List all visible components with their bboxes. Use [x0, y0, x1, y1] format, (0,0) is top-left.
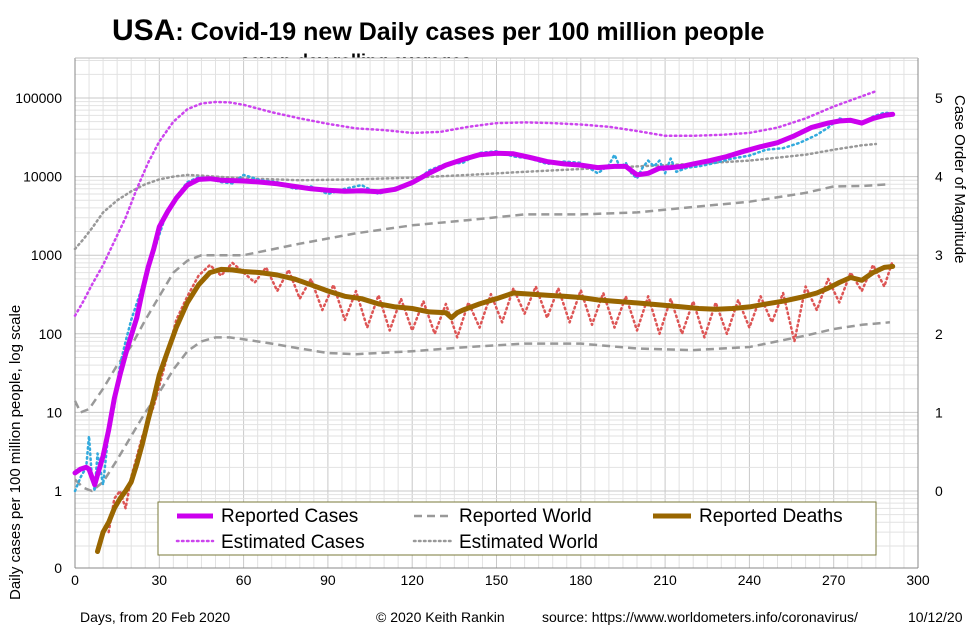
legend-label-reported-deaths: Reported Deaths [699, 506, 843, 527]
y-tick-label: 1000 [31, 247, 62, 263]
x-tick-label: 0 [71, 572, 79, 588]
footer-xlabel: Days, from 20 Feb 2020 [80, 609, 230, 625]
x-tick-label: 120 [401, 572, 425, 588]
legend-label-reported-cases: Reported Cases [221, 506, 358, 527]
y2-axis-label: Case Order of Magnitude [951, 95, 968, 263]
series-line-daily-reported-deaths [107, 259, 894, 534]
y2-tick-labels: 0 1 2 3 4 5 [935, 90, 943, 499]
legend: Reported Cases Reported World Reported D… [157, 501, 877, 556]
footer-credit: © 2020 Keith Rankin [376, 609, 505, 625]
y-tick-label: 100 [39, 326, 63, 342]
series-layer [72, 89, 896, 554]
y-axis-label: Daily cases per 100 million people, log … [7, 305, 24, 600]
x-tick-label: 90 [320, 572, 336, 588]
y-tick-labels: 0 1 10 100 1000 10000 100000 [15, 90, 62, 576]
y2-tick-label: 0 [935, 483, 943, 499]
x-tick-label: 210 [653, 572, 677, 588]
series-line-estimated-deaths [74, 321, 891, 493]
series-line-reported-cases [72, 111, 896, 488]
x-tick-label: 60 [236, 572, 252, 588]
series-line-estimated-cases [73, 89, 878, 317]
x-tick-label: 150 [485, 572, 509, 588]
footer-source: source: https://www.worldometers.info/co… [542, 609, 858, 625]
y-tick-label: 1 [54, 483, 62, 499]
y2-tick-label: 2 [935, 326, 943, 342]
legend-label-reported-world: Reported World [459, 506, 592, 527]
series-line-estimated-world [73, 142, 878, 251]
y2-tick-label: 1 [935, 404, 943, 420]
x-tick-labels: 0 30 60 90 120 150 180 210 240 270 300 [71, 572, 930, 588]
x-tick-label: 240 [738, 572, 762, 588]
y-tick-label: 0 [54, 560, 62, 576]
legend-label-estimated-world: Estimated World [459, 532, 598, 553]
y-tick-label: 10 [46, 404, 62, 420]
y-tick-label: 100000 [15, 90, 62, 106]
footer-date: 10/12/20 [908, 609, 963, 625]
chart-title-rest: : Covid-19 new Daily cases per 100 milli… [175, 18, 764, 46]
chart-title-bold: USA [112, 14, 175, 47]
y-tick-label: 10000 [23, 169, 62, 185]
x-tick-label: 180 [569, 572, 593, 588]
x-tick-label: 30 [152, 572, 168, 588]
legend-box [157, 501, 877, 556]
x-tick-label: 300 [906, 572, 930, 588]
legend-label-estimated-cases: Estimated Cases [221, 532, 365, 553]
series-line-reported-deaths [95, 263, 896, 554]
y2-tick-label: 4 [935, 169, 943, 185]
chart-title: USA: Covid-19 new Daily cases per 100 mi… [112, 14, 765, 47]
x-tick-label: 270 [822, 572, 846, 588]
y2-tick-label: 5 [935, 90, 943, 106]
y2-tick-label: 3 [935, 247, 943, 263]
